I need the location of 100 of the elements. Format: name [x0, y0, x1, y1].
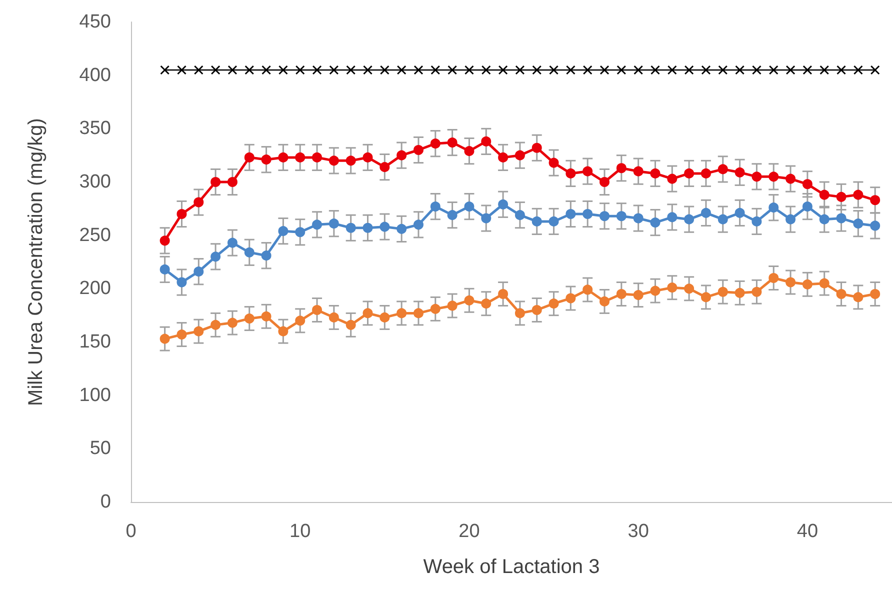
point [244, 247, 254, 258]
point [684, 168, 694, 178]
point [870, 220, 880, 231]
point [295, 227, 306, 238]
point [447, 210, 458, 220]
point [667, 174, 678, 184]
point [515, 65, 525, 75]
point [819, 190, 830, 200]
point [312, 152, 322, 162]
point [328, 218, 339, 229]
point [464, 295, 474, 306]
point [566, 209, 576, 219]
point [853, 292, 864, 302]
point [380, 312, 390, 322]
point [532, 305, 542, 315]
point [160, 334, 170, 344]
point [278, 226, 288, 236]
point [718, 286, 728, 297]
point [600, 65, 610, 75]
point [278, 326, 288, 336]
point [752, 216, 762, 226]
x-tick-label: 20 [458, 521, 480, 542]
point [786, 277, 796, 288]
point [244, 65, 254, 75]
point [667, 65, 677, 75]
point [414, 145, 424, 155]
point [210, 65, 220, 75]
y-tick-label: 400 [79, 64, 111, 86]
point [481, 213, 492, 224]
point [362, 222, 373, 233]
point [870, 65, 880, 75]
point [261, 311, 272, 322]
point [786, 214, 796, 224]
y-tick-label: 250 [79, 224, 111, 246]
point [210, 177, 221, 187]
x-tick-label: 30 [628, 521, 649, 542]
point [261, 154, 272, 165]
point [667, 212, 678, 222]
point [498, 65, 508, 75]
point [244, 152, 254, 162]
point [532, 142, 542, 153]
point [514, 210, 525, 220]
point [582, 284, 593, 295]
point [498, 199, 508, 210]
point [616, 289, 626, 299]
point [650, 65, 660, 75]
point [176, 277, 187, 288]
point [464, 146, 474, 156]
point [447, 138, 458, 148]
point [447, 300, 458, 311]
point [328, 156, 339, 166]
point [582, 209, 593, 219]
point [481, 298, 492, 309]
point [227, 318, 238, 328]
point [160, 264, 170, 274]
point [548, 158, 559, 168]
point [278, 65, 288, 75]
point [700, 168, 711, 178]
point [549, 65, 559, 75]
point [802, 179, 812, 190]
point [514, 308, 525, 318]
point [227, 177, 238, 187]
point [346, 156, 356, 166]
point [870, 289, 880, 299]
point [548, 216, 559, 226]
point [616, 163, 626, 174]
point [752, 172, 762, 182]
point [380, 222, 390, 232]
point [684, 214, 694, 224]
point [700, 208, 711, 218]
point [734, 208, 745, 218]
point [194, 326, 204, 336]
point [786, 65, 796, 75]
point [295, 65, 305, 75]
point [346, 320, 356, 330]
point [768, 202, 779, 213]
point [414, 65, 424, 75]
point [634, 65, 644, 75]
point [329, 65, 339, 75]
point [396, 150, 407, 160]
point [362, 308, 373, 318]
point [650, 168, 660, 178]
x-tick-label: 0 [126, 521, 136, 542]
point [700, 292, 711, 302]
point [718, 164, 728, 174]
y-tick-label: 50 [90, 438, 111, 460]
point [734, 167, 745, 178]
point [464, 65, 474, 75]
point [194, 65, 204, 75]
point [650, 218, 660, 228]
point [194, 197, 204, 208]
point [362, 152, 373, 162]
point [752, 286, 762, 297]
point [566, 168, 576, 178]
point [650, 286, 660, 296]
point [633, 213, 644, 224]
point [718, 214, 728, 224]
point [836, 65, 846, 75]
point [786, 174, 796, 184]
point [210, 252, 221, 262]
